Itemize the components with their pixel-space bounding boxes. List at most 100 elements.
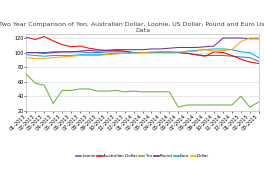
Euro — [248, 51, 251, 54]
Euro — [257, 57, 260, 59]
Australian Dollar — [43, 35, 46, 38]
Euro — [213, 48, 216, 50]
Yen — [195, 104, 198, 106]
Dollar — [52, 57, 55, 59]
Euro — [159, 51, 162, 54]
Euro — [123, 52, 126, 54]
Yen — [114, 89, 117, 91]
Dollar — [204, 49, 207, 51]
Euro — [239, 51, 242, 53]
Euro — [105, 53, 109, 55]
Dollar — [257, 37, 260, 39]
Loonie — [159, 51, 162, 54]
Loonie — [123, 51, 126, 53]
Line: Pound: Pound — [26, 38, 259, 53]
Euro — [87, 54, 91, 56]
Yen — [34, 82, 37, 84]
Yen — [177, 106, 180, 108]
Euro — [186, 50, 189, 52]
Yen — [123, 91, 126, 93]
Loonie — [96, 51, 100, 54]
Dollar — [168, 51, 171, 53]
Dollar — [132, 52, 135, 54]
Yen — [168, 91, 171, 93]
Pound — [177, 46, 180, 49]
Loonie — [248, 57, 251, 59]
Pound — [168, 47, 171, 49]
Loonie — [114, 51, 117, 53]
Pound — [114, 49, 117, 51]
Australian Dollar — [34, 38, 37, 41]
Australian Dollar — [177, 51, 180, 54]
Loonie — [52, 51, 55, 53]
Australian Dollar — [213, 51, 216, 53]
Yen — [239, 95, 242, 97]
Dollar — [177, 51, 180, 53]
Loonie — [150, 51, 153, 54]
Pound — [25, 51, 28, 54]
Yen — [60, 89, 64, 91]
Australian Dollar — [105, 49, 109, 52]
Loonie — [132, 51, 135, 54]
Pound — [239, 37, 242, 39]
Pound — [52, 51, 55, 54]
Pound — [87, 49, 91, 52]
Legend: Loonie, Australian Dollar, Yen, Pound, Euro, Dollar: Loonie, Australian Dollar, Yen, Pound, E… — [75, 153, 210, 160]
Pound — [257, 38, 260, 40]
Euro — [204, 49, 207, 51]
Pound — [213, 45, 216, 47]
Loonie — [239, 56, 242, 58]
Dollar — [248, 37, 251, 39]
Pound — [159, 48, 162, 50]
Australian Dollar — [195, 54, 198, 56]
Dollar — [230, 49, 233, 51]
Pound — [230, 37, 233, 39]
Pound — [221, 37, 225, 39]
Dollar — [150, 51, 153, 53]
Loonie — [87, 51, 91, 54]
Yen — [96, 90, 100, 92]
Line: Euro: Euro — [26, 49, 259, 58]
Euro — [195, 49, 198, 52]
Euro — [96, 54, 100, 56]
Dollar — [239, 40, 242, 43]
Dollar — [25, 57, 28, 59]
Pound — [150, 48, 153, 50]
Dollar — [60, 56, 64, 58]
Loonie — [221, 54, 225, 57]
Yen — [141, 91, 144, 93]
Euro — [132, 51, 135, 54]
Yen — [204, 104, 207, 106]
Loonie — [141, 51, 144, 54]
Loonie — [230, 55, 233, 57]
Yen — [186, 104, 189, 106]
Loonie — [204, 54, 207, 57]
Australian Dollar — [168, 51, 171, 53]
Dollar — [159, 51, 162, 53]
Dollar — [78, 54, 82, 57]
Yen — [105, 90, 109, 92]
Yen — [87, 88, 91, 90]
Yen — [213, 104, 216, 106]
Pound — [69, 51, 73, 53]
Pound — [132, 49, 135, 51]
Australian Dollar — [25, 36, 28, 38]
Yen — [248, 106, 251, 108]
Dollar — [123, 52, 126, 54]
Line: Loonie: Loonie — [26, 52, 259, 61]
Loonie — [78, 51, 82, 53]
Australian Dollar — [132, 51, 135, 54]
Dollar — [34, 57, 37, 60]
Loonie — [186, 52, 189, 54]
Loonie — [69, 51, 73, 53]
Dollar — [87, 54, 91, 57]
Pound — [43, 52, 46, 54]
Australian Dollar — [150, 51, 153, 54]
Australian Dollar — [230, 54, 233, 57]
Euro — [69, 54, 73, 57]
Australian Dollar — [78, 45, 82, 47]
Euro — [60, 54, 64, 57]
Yen — [150, 91, 153, 93]
Australian Dollar — [204, 55, 207, 57]
Loonie — [105, 51, 109, 53]
